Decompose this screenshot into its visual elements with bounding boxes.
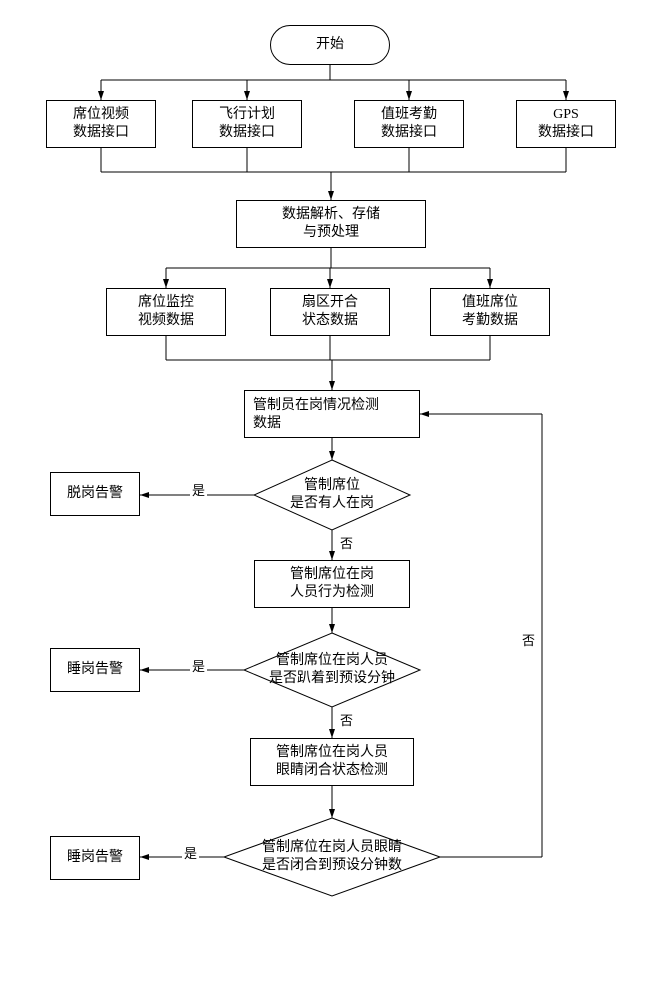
detect-text: 管制员在岗情况检测 数据 [253,397,379,433]
process-parse: 数据解析、存储 与预处理 [236,200,426,248]
if4-text: GPS 数据接口 [538,106,594,142]
parse-text: 数据解析、存储 与预处理 [282,206,380,242]
start-terminator: 开始 [270,25,390,65]
alarm-sleep-1: 睡岗告警 [50,648,140,692]
start-text: 开始 [316,36,344,54]
label-no-3: 否 [520,630,537,649]
alarm2-text: 睡岗告警 [67,661,123,679]
label-no-1: 否 [338,533,355,552]
label-yes-2: 是 [190,656,207,675]
process-detect: 管制员在岗情况检测 数据 [244,390,420,438]
interface-flightplan: 飞行计划 数据接口 [192,100,302,148]
behav-text: 管制席位在岗 人员行为检测 [290,566,374,602]
label-yes-1: 是 [190,480,207,499]
alarm3-text: 睡岗告警 [67,849,123,867]
if1-text: 席位视频 数据接口 [73,106,129,142]
process-eye: 管制席位在岗人员 眼睛闭合状态检测 [250,738,414,786]
decision-lying: 管制席位在岗人员 是否趴着到预设分钟 [244,633,420,707]
dec3-text: 管制席位在岗人员眼睛 是否闭合到预设分钟数 [262,839,402,875]
interface-gps: GPS 数据接口 [516,100,616,148]
data-sector-status: 扇区开合 状态数据 [270,288,390,336]
process-behavior: 管制席位在岗 人员行为检测 [254,560,410,608]
alarm-off-post: 脱岗告警 [50,472,140,516]
dec1-text: 管制席位 是否有人在岗 [290,477,374,513]
alarm1-text: 脱岗告警 [67,485,123,503]
decision-eye-closed: 管制席位在岗人员眼睛 是否闭合到预设分钟数 [224,818,440,896]
d3-text: 值班席位 考勤数据 [462,294,518,330]
eye-text: 管制席位在岗人员 眼睛闭合状态检测 [276,744,388,780]
if3-text: 值班考勤 数据接口 [381,106,437,142]
decision-on-duty: 管制席位 是否有人在岗 [254,460,410,530]
alarm-sleep-2: 睡岗告警 [50,836,140,880]
interface-duty: 值班考勤 数据接口 [354,100,464,148]
label-no-2: 否 [338,710,355,729]
label-yes-3: 是 [182,843,199,862]
dec2-text: 管制席位在岗人员 是否趴着到预设分钟 [269,652,395,688]
d1-text: 席位监控 视频数据 [138,294,194,330]
if2-text: 飞行计划 数据接口 [219,106,275,142]
d2-text: 扇区开合 状态数据 [302,294,358,330]
data-duty-attendance: 值班席位 考勤数据 [430,288,550,336]
data-seat-video: 席位监控 视频数据 [106,288,226,336]
interface-video: 席位视频 数据接口 [46,100,156,148]
